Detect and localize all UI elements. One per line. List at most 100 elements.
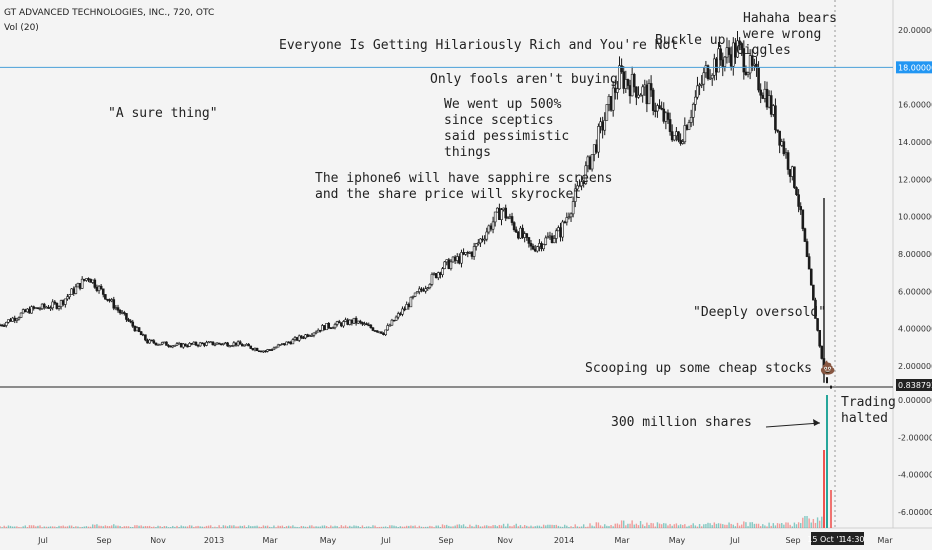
volume-bar — [157, 525, 159, 528]
volume-bar — [429, 525, 431, 528]
volume-bar — [191, 525, 193, 528]
candle-body — [662, 108, 666, 122]
volume-bar — [549, 524, 551, 528]
volume-bar — [473, 526, 475, 528]
candle-body — [139, 331, 143, 336]
volume-bar — [104, 525, 107, 528]
candle-body — [694, 96, 697, 105]
candle-body — [668, 119, 672, 132]
candle-body — [531, 245, 535, 250]
volume-bar — [542, 524, 545, 528]
candle-body — [573, 188, 577, 202]
volume-indicator-label[interactable]: Vol (20) — [4, 23, 39, 33]
volume-bar — [412, 525, 414, 528]
time-axis[interactable]: Jul Sep Nov 2013 Mar May Jul Sep Nov 2014 Mar May Ju… — [37, 532, 893, 545]
volume-bar — [321, 525, 324, 528]
volume-bars — [0, 395, 832, 528]
candle-body — [5, 322, 8, 326]
volume-bar — [62, 525, 64, 528]
volume-bar — [195, 526, 197, 528]
candle-body — [125, 313, 128, 320]
volume-bar — [519, 525, 522, 528]
volume-bar — [738, 525, 741, 528]
volume-bar — [751, 522, 753, 528]
price-candles — [0, 31, 832, 389]
candle-body — [658, 105, 661, 109]
volume-bar — [43, 526, 45, 528]
volume-bar — [228, 525, 231, 528]
candle-body — [186, 345, 189, 348]
volume-bar — [233, 525, 235, 528]
volume-bar — [585, 526, 587, 528]
volume-bar — [665, 523, 667, 528]
volume-bar — [132, 527, 134, 528]
volume-bar — [570, 526, 572, 528]
volume-bar — [201, 526, 203, 528]
candle-body — [765, 88, 769, 108]
volume-bar — [199, 526, 201, 528]
time-tick-label: Mar — [262, 536, 278, 545]
candle-body — [259, 350, 263, 353]
candle-body — [527, 237, 531, 244]
volume-bar — [176, 525, 178, 528]
volume-bar — [313, 526, 315, 528]
volume-bar — [427, 526, 429, 528]
volume-bar — [671, 525, 673, 528]
volume-bar — [534, 526, 536, 528]
volume-bar — [753, 523, 756, 528]
candle-body — [428, 284, 432, 289]
volume-bar — [106, 525, 109, 528]
volume-bar — [134, 525, 136, 528]
volume-bar — [292, 525, 294, 528]
volume-bar — [113, 524, 115, 528]
time-tick-label: Sep — [96, 536, 111, 545]
volume-bar — [785, 522, 787, 528]
volume-bar — [713, 522, 716, 528]
volume-bar — [35, 526, 37, 528]
volume-bar — [456, 524, 458, 528]
volume-bar — [690, 524, 692, 528]
candle-body — [32, 306, 36, 309]
time-tick-label: May — [320, 536, 337, 545]
volume-bar — [660, 524, 663, 528]
volume-bar — [325, 526, 328, 528]
candle-body — [759, 89, 762, 96]
volume-bar — [538, 525, 541, 528]
volume-bar — [736, 522, 739, 528]
volume-bar — [521, 526, 524, 528]
candle-body — [101, 288, 105, 295]
volume-bar — [20, 527, 22, 528]
volume-bar — [682, 524, 684, 528]
volume-bar — [650, 522, 652, 528]
candle-body — [635, 86, 638, 98]
volume-bar — [39, 525, 41, 528]
volume-bar — [102, 526, 104, 528]
candle-body — [245, 343, 248, 346]
candle-body — [445, 259, 449, 263]
candle-body — [746, 72, 750, 75]
candle-body — [224, 342, 227, 345]
volume-bar — [627, 523, 629, 528]
candle-body — [569, 213, 573, 218]
candle-body — [647, 83, 651, 105]
volume-bar — [635, 523, 638, 528]
candle-body — [708, 77, 712, 80]
volume-bar — [47, 526, 50, 528]
volume-bar — [667, 525, 669, 528]
volume-bar — [648, 524, 650, 528]
symbol-title: GT ADVANCED TECHNOLOGIES, INC., 720, OTC — [4, 8, 215, 18]
volume-bar — [18, 527, 20, 528]
candle-body — [30, 306, 33, 314]
candle-body — [654, 110, 657, 112]
candle-body — [232, 342, 236, 346]
volume-bar — [85, 526, 88, 528]
candle-body — [826, 377, 828, 384]
